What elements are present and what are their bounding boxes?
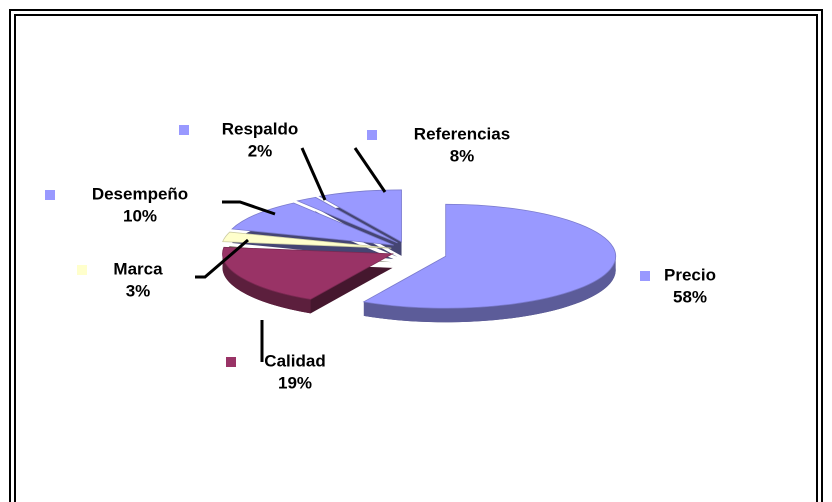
leader-line — [353, 147, 387, 193]
slice-label: Respaldo — [222, 119, 299, 138]
legend-marker — [367, 130, 377, 140]
slice-label: Referencias — [414, 124, 510, 143]
slice-side — [222, 253, 311, 314]
slice-value-label: 19% — [278, 373, 312, 392]
legend-marker — [179, 125, 189, 135]
slice-value-label: 58% — [673, 287, 707, 306]
slice-value-label: 2% — [248, 141, 273, 160]
slice-side — [363, 256, 616, 323]
legend-marker — [77, 265, 87, 275]
slice — [318, 189, 402, 243]
slice — [296, 196, 398, 244]
slice-value-label: 10% — [123, 206, 157, 225]
legend-marker — [640, 271, 650, 281]
slice-value-label: 8% — [450, 146, 475, 165]
leader-lines — [195, 147, 387, 362]
leader-line — [222, 200, 276, 216]
leader-line — [300, 147, 327, 201]
slice — [222, 231, 392, 249]
slice — [362, 203, 617, 309]
slice-value-label: 3% — [126, 281, 151, 300]
leader-line — [195, 238, 249, 279]
frame — [14, 14, 818, 502]
frame — [9, 9, 823, 502]
slice-label: Precio — [664, 265, 716, 284]
slice — [222, 246, 394, 300]
slice-label: Desempeño — [92, 184, 188, 203]
slice-label: Calidad — [264, 351, 325, 370]
slice-label: Marca — [113, 259, 163, 278]
legend-marker — [226, 357, 236, 367]
legend-marker — [45, 190, 55, 200]
